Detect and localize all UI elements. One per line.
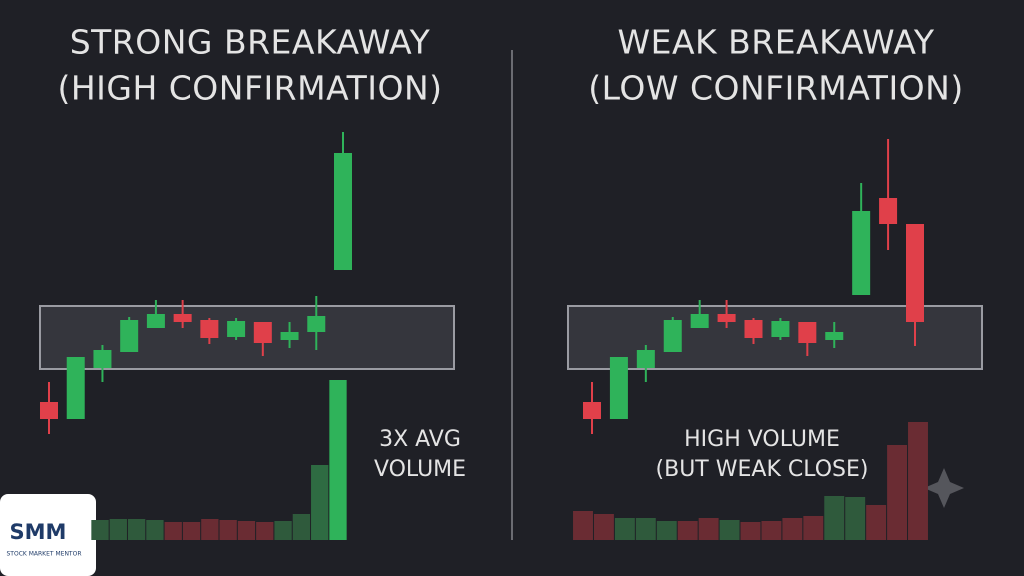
- volume-bar: [593, 514, 614, 540]
- annotation: HIGH VOLUME: [684, 427, 840, 452]
- volume-bar: [109, 519, 127, 540]
- candle-body: [690, 314, 709, 328]
- chart-title: STRONG BREAKAWAY: [70, 23, 431, 62]
- candle-body: [173, 314, 192, 322]
- volume-bar: [761, 521, 782, 540]
- candle-body: [663, 320, 682, 352]
- candle-body: [66, 357, 85, 419]
- annotation: VOLUME: [374, 457, 466, 482]
- candle-body: [771, 321, 790, 337]
- volume-bar: [182, 522, 201, 540]
- candle-body: [200, 320, 219, 338]
- volume-bar: [824, 496, 845, 540]
- candle-body: [609, 357, 628, 419]
- candle-body: [307, 316, 326, 332]
- volume-bar: [677, 521, 698, 540]
- volume-bar: [845, 497, 866, 540]
- logo-mark: SMM: [10, 520, 67, 544]
- volume-bar: [292, 514, 311, 540]
- candle-body: [120, 320, 139, 352]
- annotation: (BUT WEAK CLOSE): [656, 457, 869, 482]
- candle-body: [636, 350, 655, 368]
- sparkle: [924, 468, 964, 508]
- candle-body: [825, 332, 844, 340]
- volume-bar: [803, 516, 824, 540]
- candle-body: [852, 211, 871, 295]
- candle-body: [146, 314, 165, 328]
- candle-body: [253, 322, 272, 343]
- volume-bar: [311, 465, 329, 540]
- volume-bar: [146, 520, 164, 540]
- volume-bar: [698, 518, 719, 540]
- volume-bar: [274, 521, 292, 540]
- chart-title: (LOW CONFIRMATION): [588, 69, 963, 108]
- volume-bar: [887, 445, 908, 540]
- candle-body: [583, 402, 601, 419]
- volume-bar: [866, 505, 887, 540]
- volume-bar: [201, 519, 219, 540]
- volume-bar: [719, 520, 740, 540]
- volume-bar: [329, 380, 347, 540]
- volume-bar: [164, 522, 182, 540]
- annotation: 3X AVG: [379, 427, 461, 452]
- candle-body: [906, 224, 924, 322]
- volume-bar: [740, 522, 761, 540]
- volume-bar: [908, 422, 928, 540]
- candle-body: [798, 322, 817, 343]
- volume-bar: [237, 521, 256, 540]
- candle-body: [879, 198, 898, 224]
- volume-bar: [656, 521, 677, 540]
- candle-body: [93, 350, 112, 368]
- volume-bar: [256, 522, 274, 540]
- chart-title: WEAK BREAKAWAY: [617, 23, 934, 62]
- volume-bar: [782, 518, 803, 540]
- candle-body: [744, 320, 763, 338]
- chart-title: (HIGH CONFIRMATION): [57, 69, 442, 108]
- candle-body: [40, 402, 58, 419]
- candle-body: [280, 332, 299, 340]
- candle-body: [227, 321, 246, 337]
- volume-bar: [219, 520, 237, 540]
- volume-bar: [635, 518, 656, 540]
- volume-bar: [614, 518, 635, 540]
- candle-body: [334, 153, 352, 270]
- candle-body: [717, 314, 736, 322]
- logo-name: STOCK MARKET MENTOR: [7, 551, 82, 558]
- volume-bar: [573, 511, 593, 540]
- volume-bar: [127, 519, 146, 540]
- logo-box: [0, 494, 96, 576]
- volume-bar: [91, 520, 109, 540]
